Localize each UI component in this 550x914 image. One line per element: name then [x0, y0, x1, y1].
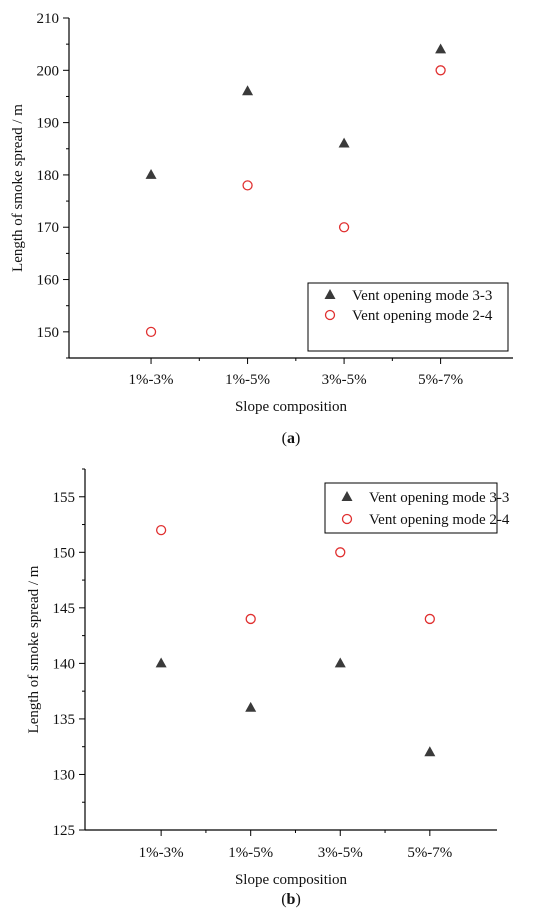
x-axis-title: Slope composition [235, 399, 348, 415]
y-tick-label: 150 [37, 325, 60, 341]
y-tick-label: 210 [37, 11, 60, 27]
x-tick-label: 1%-3% [139, 845, 184, 861]
legend: Vent opening mode 3-3 Vent opening mode 2… [324, 482, 510, 534]
y-tick-label: 135 [53, 712, 76, 728]
data-point-triangle [334, 657, 346, 668]
legend-triangle-icon [341, 491, 353, 501]
legend-box [324, 482, 498, 534]
data-point-triangle [242, 85, 254, 96]
legend: Vent opening mode 3-3 Vent opening mode 2… [307, 282, 509, 352]
data-point-triangle [435, 43, 447, 54]
data-point-circle [242, 180, 253, 191]
y-tick-label: 125 [53, 823, 76, 839]
x-tick-label: 5%-7% [418, 372, 463, 388]
data-point-triangle [145, 168, 157, 179]
y-axis-title: Length of smoke spread / m [10, 104, 26, 272]
data-point-triangle [245, 701, 257, 712]
y-tick-label: 180 [37, 168, 60, 184]
x-tick-label: 3%-5% [322, 372, 367, 388]
y-tick-label: 155 [53, 490, 76, 506]
data-point-circle [245, 613, 256, 625]
data-point-circle [155, 524, 167, 536]
data-point-circle [145, 326, 157, 337]
y-tick-label: 160 [37, 273, 60, 289]
data-point-circle [338, 222, 350, 233]
chart-panel-a: 150 160 170 180 190 200 210 1%-3% 1%-5% 3%-5% 5%-7… [10, 11, 513, 447]
y-tick-label: 200 [37, 63, 60, 79]
x-tick-label: 1%-3% [129, 372, 174, 388]
chart-panel-b: 125 130 135 140 145 150 155 1%-3% 1%-5% 3%-5% 5%-7… [26, 468, 510, 908]
legend-label: Vent opening mode 3-3 [369, 490, 509, 506]
y-tick-label: 170 [37, 220, 60, 236]
legend-label: Vent opening mode 2-4 [352, 308, 493, 324]
x-axis-title: Slope composition [235, 872, 348, 888]
x-tick-label: 5%-7% [407, 845, 452, 861]
y-tick-label: 150 [53, 545, 76, 561]
data-point-triangle [424, 746, 436, 757]
data-point-triangle [338, 137, 350, 148]
legend-box [307, 282, 509, 352]
data-point-circle [424, 613, 435, 625]
panel-label: (b) [281, 891, 301, 908]
y-tick-label: 140 [53, 656, 76, 672]
y-tick-label: 130 [53, 767, 76, 783]
legend-label: Vent opening mode 2-4 [369, 512, 510, 528]
y-tick-label: 190 [37, 116, 60, 132]
legend-triangle-icon [324, 289, 336, 299]
legend-label: Vent opening mode 3-3 [352, 288, 492, 304]
legend-circle-icon [341, 513, 353, 525]
y-tick-label: 145 [53, 601, 76, 617]
x-tick-label: 1%-5% [225, 372, 270, 388]
legend-circle-icon [324, 309, 336, 321]
data-point-circle [335, 547, 346, 558]
x-tick-label: 1%-5% [228, 845, 273, 861]
x-tick-label: 3%-5% [318, 845, 363, 861]
data-point-triangle [155, 657, 167, 668]
data-point-circle [435, 65, 446, 76]
y-axis-title: Length of smoke spread / m [26, 565, 42, 733]
panel-label: (a) [282, 430, 301, 447]
